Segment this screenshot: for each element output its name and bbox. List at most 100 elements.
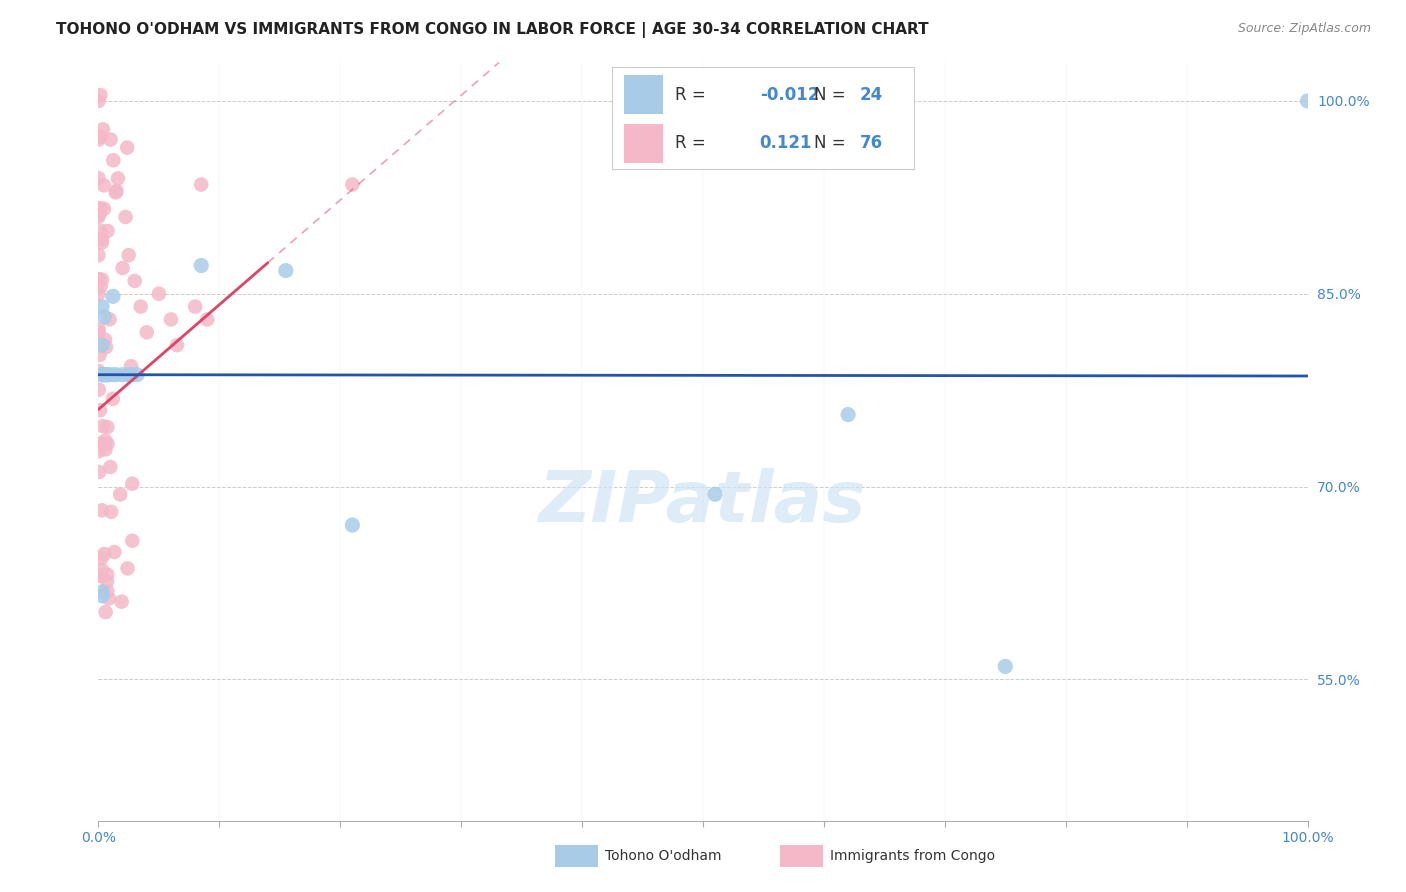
Point [101, 289, 124, 303]
Point [89, 88, 111, 103]
Point [148, 286, 170, 301]
Point [90, 232, 112, 246]
Point [105, 184, 128, 198]
Point [111, 594, 134, 608]
Point [91, 585, 114, 599]
Point [87, 286, 110, 301]
Point [87, 94, 110, 108]
Point [89, 224, 111, 238]
Point [87, 465, 110, 479]
Point [704, 487, 727, 501]
Point [89, 202, 111, 216]
Point [94, 340, 117, 354]
Text: -0.012: -0.012 [759, 86, 820, 103]
Point [91, 589, 114, 603]
Text: ZIPatlas: ZIPatlas [540, 467, 866, 537]
Point [121, 533, 143, 548]
Point [91, 419, 114, 434]
Point [190, 178, 212, 192]
Point [135, 326, 157, 340]
Point [90, 235, 112, 250]
Point [96, 436, 118, 450]
Point [91, 368, 114, 382]
Point [96, 420, 118, 434]
Point [994, 659, 1017, 673]
Point [93, 368, 115, 382]
Point [91, 338, 114, 352]
Point [93, 368, 115, 382]
Point [91, 122, 114, 136]
Point [93, 202, 115, 216]
FancyBboxPatch shape [624, 75, 664, 114]
Point [118, 248, 141, 262]
Point [111, 368, 134, 382]
Text: N =: N = [814, 86, 846, 103]
Point [87, 383, 110, 397]
Point [89, 436, 111, 450]
Point [103, 153, 125, 168]
Point [89, 403, 111, 417]
Point [342, 518, 364, 533]
Point [87, 322, 110, 336]
Point [103, 545, 125, 559]
Text: R =: R = [675, 86, 706, 103]
Text: N =: N = [814, 134, 846, 152]
Point [87, 272, 110, 286]
Point [120, 359, 142, 374]
Text: Tohono O'odham: Tohono O'odham [605, 849, 721, 863]
Point [129, 300, 152, 314]
Point [94, 434, 117, 448]
Point [87, 132, 110, 146]
Point [184, 300, 207, 314]
Point [89, 201, 111, 215]
Point [90, 551, 112, 566]
Point [90, 569, 112, 583]
Point [160, 312, 183, 326]
Point [96, 567, 118, 582]
Point [98, 460, 121, 475]
Point [90, 568, 112, 582]
Point [115, 140, 138, 154]
Point [87, 171, 110, 186]
Text: TOHONO O'ODHAM VS IMMIGRANTS FROM CONGO IN LABOR FORCE | AGE 30-34 CORRELATION C: TOHONO O'ODHAM VS IMMIGRANTS FROM CONGO … [56, 22, 929, 38]
Point [124, 274, 146, 288]
Point [127, 368, 149, 382]
Point [94, 442, 117, 457]
Point [101, 392, 124, 406]
Point [90, 503, 112, 517]
Point [107, 171, 129, 186]
Point [121, 368, 143, 382]
Point [98, 312, 121, 326]
Point [195, 312, 218, 326]
Point [89, 348, 111, 362]
Point [89, 207, 111, 221]
Point [166, 338, 188, 352]
Text: Source: ZipAtlas.com: Source: ZipAtlas.com [1237, 22, 1371, 36]
Point [105, 368, 128, 382]
Point [342, 178, 364, 192]
Text: R =: R = [675, 134, 706, 152]
Point [274, 263, 297, 277]
Point [1296, 94, 1319, 108]
Point [101, 368, 124, 382]
Point [96, 584, 118, 599]
FancyBboxPatch shape [624, 124, 664, 163]
Point [111, 261, 134, 276]
Point [100, 132, 122, 146]
Point [837, 408, 859, 422]
Point [87, 444, 110, 458]
Point [94, 605, 117, 619]
Point [91, 368, 114, 382]
Text: 0.121: 0.121 [759, 134, 813, 152]
Point [97, 368, 120, 382]
Point [114, 210, 136, 224]
Point [89, 129, 111, 144]
Point [87, 364, 110, 378]
Point [108, 487, 131, 501]
Point [91, 273, 114, 287]
Point [91, 563, 114, 577]
Point [93, 178, 115, 193]
Text: Immigrants from Congo: Immigrants from Congo [830, 849, 994, 863]
Point [97, 224, 120, 238]
Point [93, 310, 115, 324]
